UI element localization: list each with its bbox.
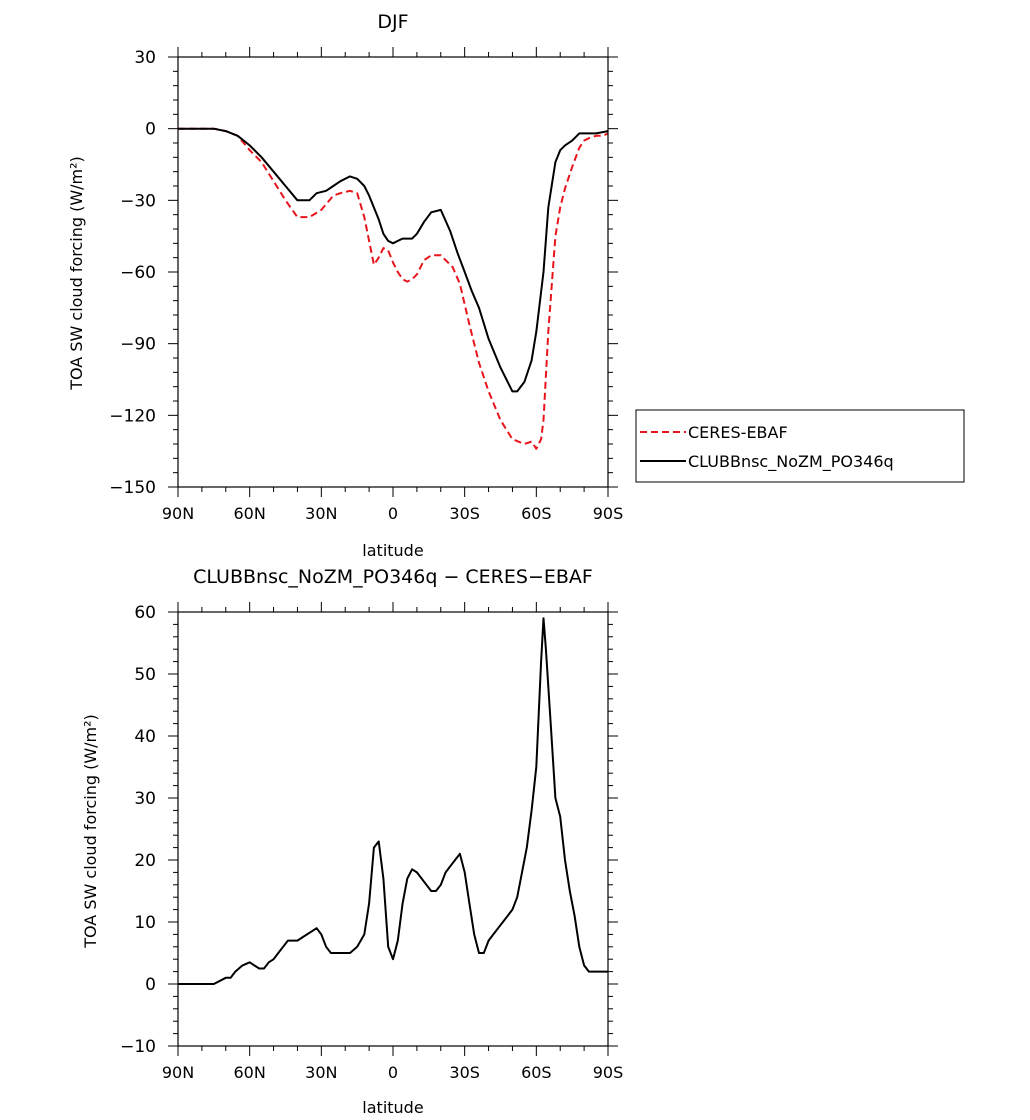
y-tick-label: −120 (109, 406, 156, 426)
x-axis-label: latitude (362, 1098, 423, 1117)
x-tick-label: 90S (593, 504, 624, 523)
x-axis-label: latitude (362, 541, 423, 560)
x-tick-label: 60N (234, 504, 266, 523)
chart-title: DJF (377, 11, 408, 33)
y-tick-label: −60 (120, 263, 156, 283)
axes-group: 90N 60N 30N 0 30S 60S 90S 30 0 −30 −60 −90 −120 −150 (109, 47, 623, 523)
x-tick-label: 90N (162, 504, 194, 523)
series-group (178, 617, 608, 985)
x-tick-label: 30N (305, 1063, 337, 1082)
y-tick-label: 30 (134, 48, 156, 68)
legend: CERES-EBAF CLUBBnsc_NoZM_PO346q (635, 409, 965, 483)
series-group (178, 127, 609, 450)
axes-group: 90N 60N 30N 0 30S 60S 90S 60 50 40 30 20 10 0 −10 (120, 602, 623, 1082)
y-tick-label: 60 (134, 603, 156, 623)
x-tick-label: 60S (521, 504, 552, 523)
y-axis-label: TOA SW cloud forcing (W/m²) (67, 156, 86, 391)
legend-box (635, 409, 965, 483)
chart-title: CLUBBnsc_NoZM_PO346q − CERES−EBAF (193, 566, 593, 588)
series-line-0 (178, 127, 609, 450)
x-tick-label: 30N (305, 504, 337, 523)
y-tick-label: −30 (120, 191, 156, 211)
x-tick-label: 30S (449, 1063, 480, 1082)
y-tick-label: 0 (145, 120, 156, 140)
x-tick-label: 60S (521, 1063, 552, 1082)
top-panel: DJF latitude TOA SW cloud forcing (W/m²)… (67, 11, 623, 560)
y-axis-label: TOA SW cloud forcing (W/m²) (81, 714, 100, 949)
x-tick-label: 90N (162, 1063, 194, 1082)
y-tick-label: 50 (134, 665, 156, 685)
plot-frame (177, 611, 609, 1047)
y-tick-label: −150 (109, 478, 156, 498)
legend-label-ceres: CERES-EBAF (688, 423, 788, 442)
legend-label-model: CLUBBnsc_NoZM_PO346q (688, 452, 894, 472)
y-tick-label: −90 (120, 335, 156, 355)
x-tick-label: 60N (234, 1063, 266, 1082)
y-tick-label: 20 (134, 851, 156, 871)
x-tick-label: 90S (593, 1063, 624, 1082)
y-tick-label: 10 (134, 913, 156, 933)
y-tick-label: 30 (134, 789, 156, 809)
x-tick-label: 0 (388, 1063, 398, 1082)
y-tick-label: −10 (120, 1037, 156, 1057)
x-tick-label: 30S (449, 504, 480, 523)
x-tick-label: 0 (388, 504, 398, 523)
bottom-panel: CLUBBnsc_NoZM_PO346q − CERES−EBAF latitu… (81, 566, 623, 1117)
y-tick-label: 40 (134, 727, 156, 747)
series-line-0 (178, 617, 608, 985)
plot-frame (177, 56, 609, 488)
y-tick-label: 0 (145, 975, 156, 995)
series-line-1 (178, 127, 609, 393)
